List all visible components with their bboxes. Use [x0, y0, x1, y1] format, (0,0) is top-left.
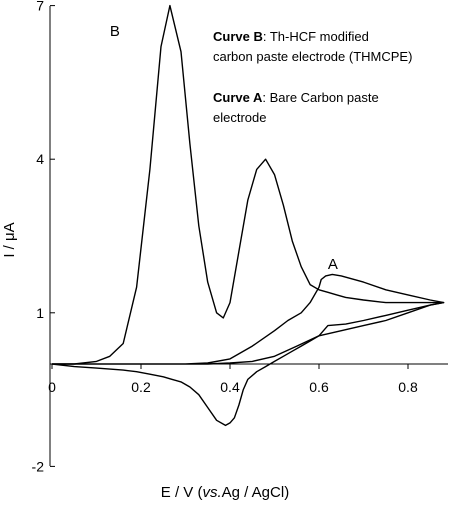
curve-b [51, 4, 445, 427]
y-tick-label: 7 [36, 0, 44, 14]
legend-entry-a-line2: electrode [213, 110, 266, 125]
x-axis-title-part2: vs. [202, 484, 221, 501]
x-axis-title: E / V (vs.Ag / AgCl) [161, 484, 289, 501]
legend-entry-b-bold: Curve B [213, 29, 263, 44]
x-axis-title-part1: E / V ( [161, 484, 203, 501]
curves [51, 4, 445, 427]
curve-a [52, 273, 445, 365]
curve-label-a: A [328, 256, 338, 273]
axes [49, 5, 448, 467]
x-tick-label: 0.6 [309, 379, 329, 395]
legend-entry-a-line1: Curve A: Bare Carbon paste [213, 90, 379, 105]
legend: Curve B: Th-HCF modified carbon paste el… [213, 29, 412, 125]
curve-label-b: B [110, 23, 120, 40]
x-tick-label: 0 [48, 379, 56, 395]
x-tick-label: 0.2 [131, 379, 151, 395]
x-tick-label: 0.4 [220, 379, 240, 395]
y-tick-label: -2 [32, 458, 45, 474]
legend-entry-b-text: : Th-HCF modified [263, 29, 369, 44]
x-axis-title-part3: Ag / AgCl) [222, 484, 290, 501]
curve-labels: BA [110, 23, 338, 273]
legend-entry-b-line1: Curve B: Th-HCF modified [213, 29, 369, 44]
y-axis-title: I / μA [1, 222, 18, 257]
legend-entry-b-line2: carbon paste electrode (THMCPE) [213, 49, 412, 64]
y-tick-label: 4 [36, 151, 44, 167]
legend-entry-a-bold: Curve A [213, 90, 263, 105]
x-tick-label: 0.8 [398, 379, 418, 395]
legend-entry-a-text: : Bare Carbon paste [262, 90, 378, 105]
y-tick-label: 1 [36, 305, 44, 321]
